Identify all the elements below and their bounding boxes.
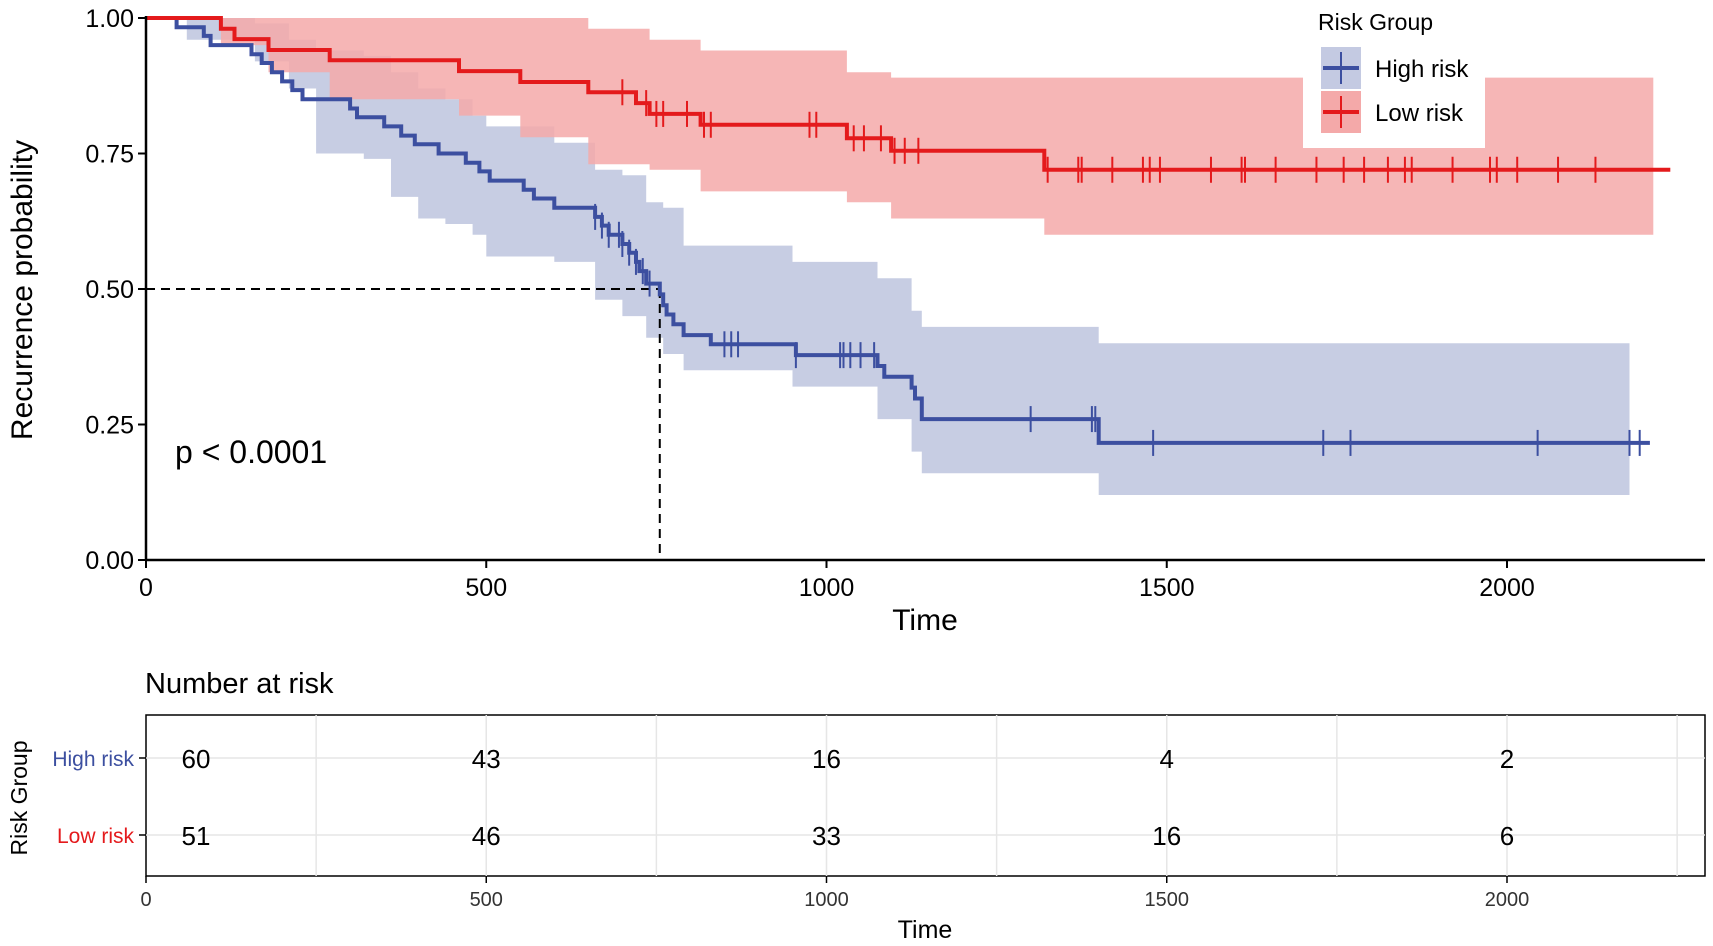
risk-table-x-tick-label: 1500: [1145, 889, 1190, 911]
x-axis-title: Time: [892, 604, 958, 637]
low-risk-risk-count: 51: [182, 821, 211, 851]
survival-curves: [146, 16, 1671, 445]
low-risk-risk-count: 6: [1500, 821, 1514, 851]
x-tick-label: 500: [465, 574, 507, 602]
high-risk-risk-count: 2: [1500, 744, 1514, 774]
low-risk-survival-curve: [146, 16, 1671, 172]
y-tick-label: 1.00: [85, 5, 134, 33]
median-reference-lines: [146, 288, 661, 560]
low-risk-risk-row-label: Low risk: [57, 825, 135, 848]
x-tick-label: 0: [139, 574, 153, 602]
risk-table-x-tick-label: 1000: [804, 889, 849, 911]
y-tick-label: 0.50: [85, 276, 134, 304]
censor-marks: [594, 79, 1641, 456]
low-risk-risk-count: 33: [812, 821, 841, 851]
legend-entries: High risk Low risk: [1321, 47, 1469, 133]
y-axis-title: Recurrence probability: [6, 140, 39, 440]
high-risk-risk-count: 43: [472, 744, 501, 774]
high-risk-legend-label: High risk: [1375, 56, 1469, 83]
risk-table-axis: High risk Low risk 0 500 1000 1500 2000: [52, 748, 1529, 911]
low-risk-risk-count: 46: [472, 821, 501, 851]
x-tick-label: 2000: [1479, 574, 1535, 602]
risk-table-x-tick-label: 2000: [1485, 889, 1530, 911]
y-tick-label: 0.00: [85, 547, 134, 575]
risk-table-grid: [145, 714, 1706, 877]
low-risk-legend-label: Low risk: [1375, 100, 1464, 127]
x-tick-label: 1500: [1139, 574, 1195, 602]
p-value-label: p < 0.0001: [175, 434, 327, 470]
risk-table-xlabel: Time: [898, 916, 953, 944]
risk-table-ylabel: Risk Group: [6, 740, 32, 855]
y-tick-label: 0.75: [85, 141, 134, 169]
risk-table-cells: 60 43 16 4 2 51 46 33 16 6: [182, 744, 1515, 851]
high-risk-risk-count: 4: [1160, 744, 1174, 774]
high-risk-risk-count: 60: [182, 744, 211, 774]
risk-table-panel: [145, 714, 1706, 877]
risk-table-title: Number at risk: [145, 668, 334, 700]
legend: Risk Group High risk Low risk: [1303, 4, 1485, 148]
risk-table-x-tick-label: 500: [470, 889, 503, 911]
plot-axes: 0.00 0.25 0.50 0.75 1.00 0 500 1000 1500 2000: [85, 5, 1705, 602]
legend-title: Risk Group: [1318, 9, 1433, 35]
y-tick-label: 0.25: [85, 412, 134, 440]
low-risk-risk-count: 16: [1152, 821, 1181, 851]
risk-table-x-tick-label: 0: [140, 889, 151, 911]
x-tick-label: 1000: [799, 574, 855, 602]
high-risk-confidence-band: [146, 18, 1630, 495]
high-risk-risk-row-label: High risk: [52, 748, 134, 771]
risk-table: Number at risk Risk Group Time 60 43 16 4 25…: [6, 668, 1706, 944]
high-risk-survival-curve: [146, 16, 1650, 445]
km-plot: 0.00 0.25 0.50 0.75 1.00 0 500 1000 1500 2000 p <…: [6, 4, 1705, 637]
high-risk-risk-count: 16: [812, 744, 841, 774]
